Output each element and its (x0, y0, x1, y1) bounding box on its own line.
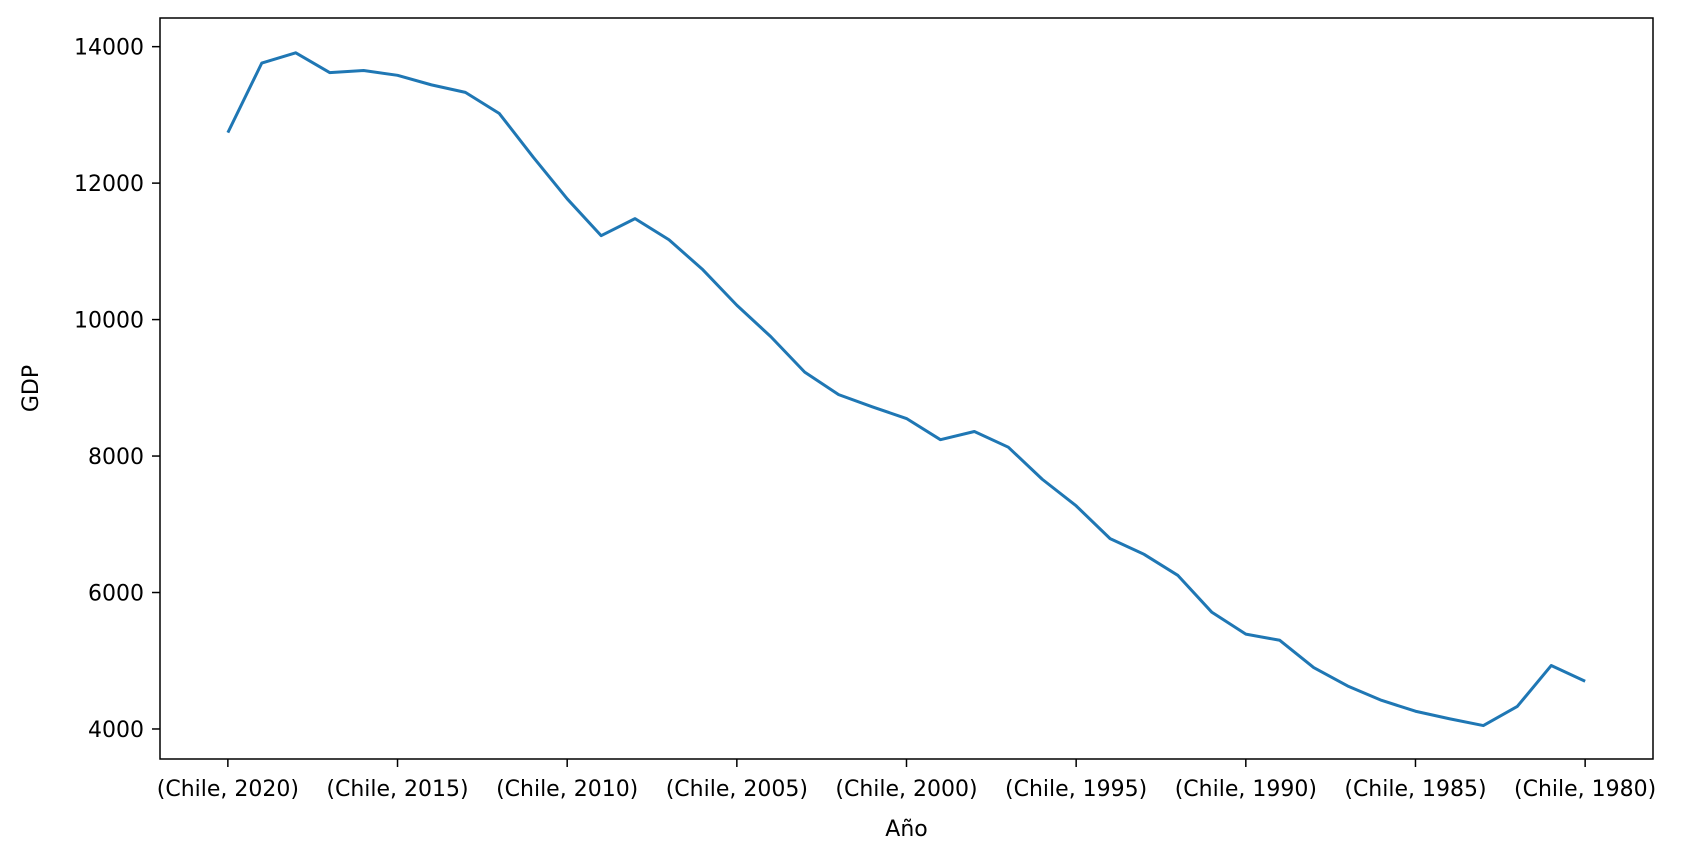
x-tick-label: (Chile, 1980) (1514, 777, 1656, 802)
y-tick-label: 6000 (88, 582, 144, 607)
x-tick-label: (Chile, 2005) (666, 777, 808, 802)
y-tick-label: 14000 (74, 36, 144, 61)
x-tick-label: (Chile, 2020) (157, 777, 299, 802)
x-tick-label: (Chile, 1990) (1175, 777, 1317, 802)
x-tick-label: (Chile, 2015) (326, 777, 468, 802)
x-axis-label: Año (885, 817, 927, 842)
y-tick-label: 4000 (88, 718, 144, 743)
series-line-0 (226, 51, 1586, 728)
x-tick-label: (Chile, 2010) (496, 777, 638, 802)
axes-frame (159, 17, 1654, 760)
x-tick-label: (Chile, 1985) (1344, 777, 1486, 802)
x-axis-ticks: (Chile, 2020) (Chile, 2015) (Chile, 2010) (… (157, 759, 1656, 802)
y-tick-label: 10000 (74, 309, 144, 334)
x-tick-label: (Chile, 2000) (835, 777, 977, 802)
y-tick-label: 12000 (74, 172, 144, 197)
y-axis-ticks: 4000 6000 8000 10000 12000 14000 (74, 36, 160, 743)
plot-area (159, 17, 1654, 760)
y-axis-label: GDP (19, 365, 44, 412)
y-tick-label: 8000 (88, 445, 144, 470)
x-tick-label: (Chile, 1995) (1005, 777, 1147, 802)
